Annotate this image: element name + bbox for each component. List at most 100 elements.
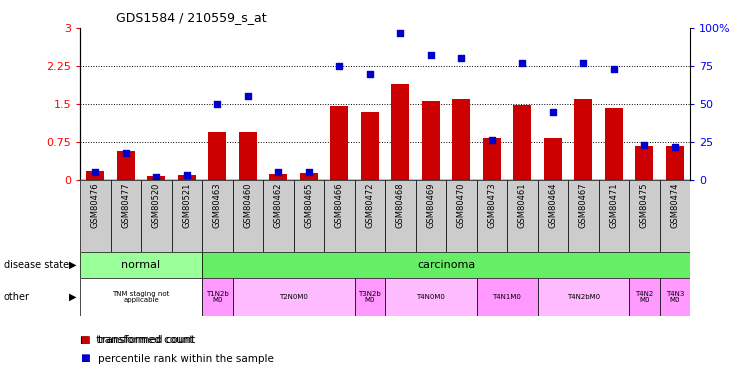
- FancyBboxPatch shape: [80, 180, 110, 252]
- FancyBboxPatch shape: [446, 180, 477, 252]
- FancyBboxPatch shape: [80, 278, 202, 316]
- FancyBboxPatch shape: [80, 252, 202, 278]
- Text: ▶: ▶: [69, 292, 77, 302]
- Bar: [239, 132, 257, 180]
- Text: ■: ■: [80, 354, 90, 363]
- FancyBboxPatch shape: [202, 252, 690, 278]
- Point: [425, 53, 437, 58]
- FancyBboxPatch shape: [629, 278, 659, 316]
- Bar: [269, 174, 288, 180]
- Text: T4N2bM0: T4N2bM0: [566, 294, 600, 300]
- Text: TNM staging not
applicable: TNM staging not applicable: [112, 291, 169, 303]
- Text: GSM80467: GSM80467: [579, 182, 588, 228]
- FancyBboxPatch shape: [568, 180, 599, 252]
- FancyBboxPatch shape: [355, 180, 385, 252]
- Text: T4N0M0: T4N0M0: [416, 294, 445, 300]
- Text: other: other: [4, 292, 30, 302]
- Text: GSM80472: GSM80472: [365, 182, 374, 228]
- FancyBboxPatch shape: [202, 278, 232, 316]
- FancyBboxPatch shape: [263, 180, 293, 252]
- Bar: [330, 105, 348, 180]
- Point: [394, 30, 406, 36]
- Text: ■  transformed count: ■ transformed count: [80, 335, 193, 345]
- Bar: [361, 112, 379, 180]
- Bar: [391, 84, 410, 180]
- Bar: [422, 102, 440, 180]
- Bar: [635, 146, 653, 180]
- FancyBboxPatch shape: [324, 180, 355, 252]
- Text: GSM80463: GSM80463: [212, 182, 222, 228]
- Text: GSM80464: GSM80464: [548, 182, 557, 228]
- Bar: [452, 99, 470, 180]
- Text: GDS1584 / 210559_s_at: GDS1584 / 210559_s_at: [117, 11, 267, 24]
- FancyBboxPatch shape: [232, 278, 355, 316]
- Text: T2N0M0: T2N0M0: [279, 294, 308, 300]
- Text: GSM80471: GSM80471: [610, 182, 618, 228]
- Text: percentile rank within the sample: percentile rank within the sample: [99, 354, 274, 363]
- Point: [89, 170, 101, 176]
- Point: [364, 70, 376, 76]
- Point: [456, 56, 467, 62]
- FancyBboxPatch shape: [477, 180, 507, 252]
- Text: GSM80465: GSM80465: [304, 182, 313, 228]
- FancyBboxPatch shape: [385, 180, 415, 252]
- Text: T1N2b
M0: T1N2b M0: [206, 291, 228, 303]
- Point: [181, 172, 193, 178]
- Text: ■: ■: [80, 335, 90, 345]
- FancyBboxPatch shape: [659, 278, 690, 316]
- FancyBboxPatch shape: [172, 180, 202, 252]
- Text: GSM80476: GSM80476: [91, 182, 100, 228]
- Point: [608, 66, 620, 72]
- Point: [486, 138, 498, 144]
- FancyBboxPatch shape: [202, 180, 232, 252]
- FancyBboxPatch shape: [537, 180, 568, 252]
- Bar: [117, 151, 135, 180]
- FancyBboxPatch shape: [415, 180, 446, 252]
- FancyBboxPatch shape: [659, 180, 690, 252]
- FancyBboxPatch shape: [507, 180, 537, 252]
- Point: [272, 170, 284, 176]
- Bar: [513, 105, 531, 180]
- Bar: [299, 173, 318, 180]
- FancyBboxPatch shape: [110, 180, 141, 252]
- FancyBboxPatch shape: [477, 278, 537, 316]
- Text: T4N2
M0: T4N2 M0: [635, 291, 653, 303]
- Text: disease state: disease state: [4, 260, 69, 270]
- Bar: [86, 171, 104, 180]
- Point: [577, 60, 589, 66]
- Point: [150, 174, 162, 180]
- FancyBboxPatch shape: [355, 278, 385, 316]
- Point: [669, 144, 680, 150]
- Point: [212, 101, 223, 107]
- FancyBboxPatch shape: [141, 180, 172, 252]
- Bar: [604, 108, 623, 180]
- Point: [516, 60, 528, 66]
- Bar: [574, 99, 593, 180]
- Bar: [483, 138, 501, 180]
- Text: GSM80520: GSM80520: [152, 182, 161, 228]
- Text: transformed count: transformed count: [99, 335, 196, 345]
- Bar: [208, 132, 226, 180]
- Bar: [544, 138, 562, 180]
- Text: T4N1M0: T4N1M0: [493, 294, 521, 300]
- Text: GSM80462: GSM80462: [274, 182, 283, 228]
- Point: [334, 63, 345, 69]
- Text: GSM80477: GSM80477: [121, 182, 130, 228]
- FancyBboxPatch shape: [537, 278, 629, 316]
- Point: [242, 93, 253, 99]
- Text: GSM80473: GSM80473: [487, 182, 496, 228]
- Text: GSM80466: GSM80466: [335, 182, 344, 228]
- Text: carcinoma: carcinoma: [417, 260, 475, 270]
- Text: ▶: ▶: [69, 260, 77, 270]
- Text: GSM80475: GSM80475: [639, 182, 649, 228]
- Point: [120, 150, 131, 156]
- Point: [547, 109, 558, 115]
- Point: [303, 170, 315, 176]
- Text: GSM80468: GSM80468: [396, 182, 404, 228]
- FancyBboxPatch shape: [293, 180, 324, 252]
- FancyBboxPatch shape: [385, 278, 477, 316]
- Text: normal: normal: [121, 260, 161, 270]
- Point: [639, 142, 650, 148]
- FancyBboxPatch shape: [232, 180, 263, 252]
- Bar: [177, 175, 196, 180]
